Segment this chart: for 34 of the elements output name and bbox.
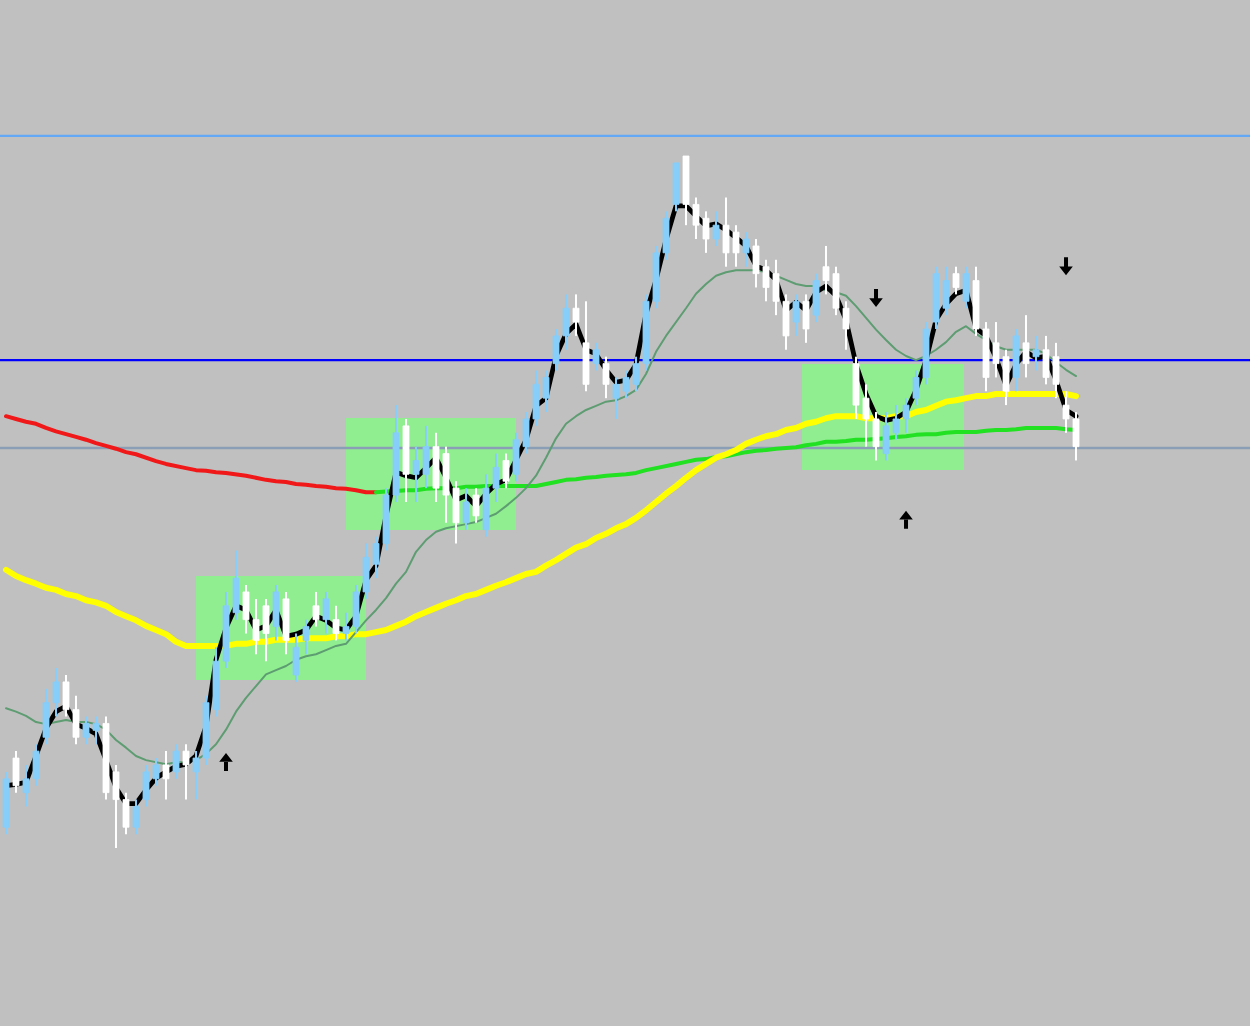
point [899,510,913,529]
candlestick [292,632,300,683]
candlestick [472,487,480,524]
candlestick [572,293,580,337]
candlestick [332,604,340,642]
candlestick [1022,314,1030,379]
candlestick [132,798,140,836]
candlestick [1032,334,1040,372]
candlestick [802,293,810,344]
candlestick [272,584,280,642]
point [219,752,233,771]
candlestick [812,272,820,324]
candlestick [172,743,180,780]
candlestick [302,618,310,656]
point [869,289,883,308]
candlestick [582,300,590,393]
candlestick [162,750,170,801]
candlestick [952,265,960,296]
candlestick [182,743,190,801]
candlestick [742,231,750,268]
point [1059,257,1073,276]
candlestick [462,487,470,531]
candlestick [592,341,600,372]
candlestick [282,590,290,656]
candlestick [322,590,330,635]
candlestick [1012,327,1020,393]
candlestick [962,265,970,310]
candlestick [502,452,510,490]
candlestick [712,210,720,247]
candlestick [12,750,20,794]
candlestick [672,161,680,213]
candlestick [312,590,320,628]
candlestick [602,355,610,400]
candlestick [792,293,800,337]
